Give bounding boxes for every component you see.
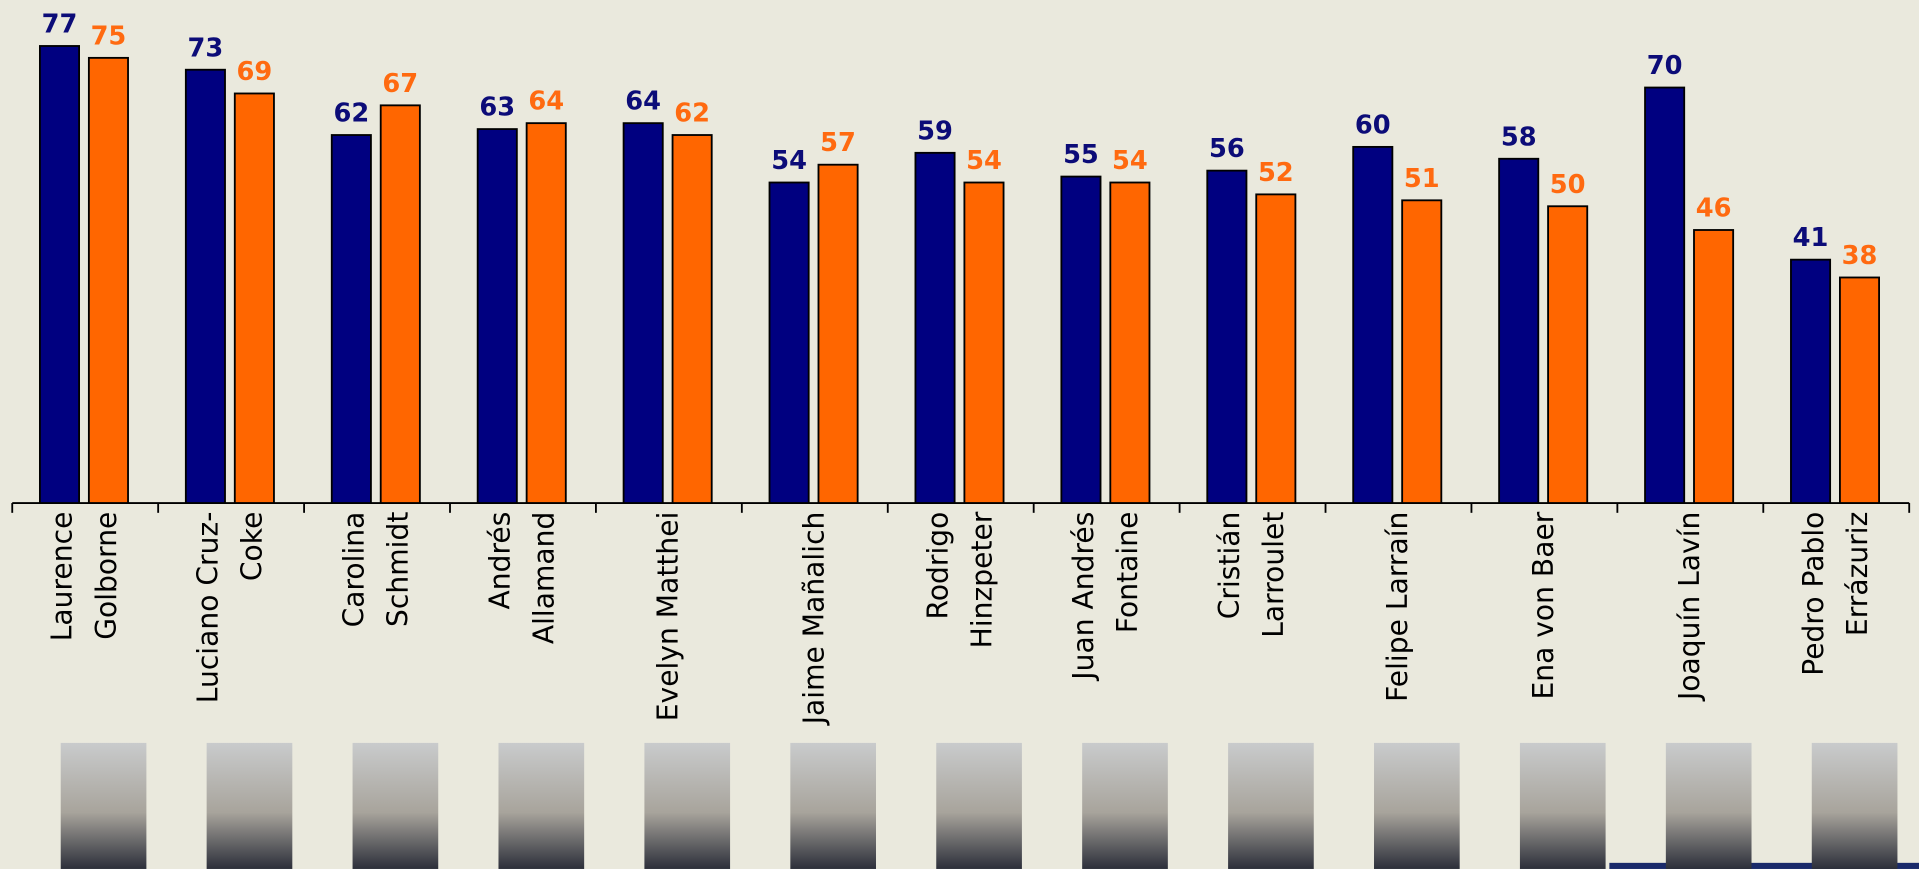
bar <box>1693 229 1735 504</box>
category-label-box: Rodrigo Hinzpeter <box>922 511 999 649</box>
value-label: 64 <box>625 87 661 117</box>
value-label: 59 <box>917 116 953 146</box>
bar <box>233 92 275 504</box>
category-label-box: Cristián Larroulet <box>1214 511 1291 638</box>
value-label: 54 <box>966 146 1002 176</box>
bar <box>671 134 713 504</box>
value-label: 77 <box>42 10 78 40</box>
bar <box>1644 86 1686 504</box>
bar <box>1255 193 1297 504</box>
bar <box>914 151 956 504</box>
value-label: 46 <box>1696 194 1732 224</box>
value-label: 55 <box>1063 140 1099 170</box>
bar <box>525 122 567 504</box>
category-label: Carolina Schmidt <box>339 511 415 628</box>
value-label: 56 <box>1209 134 1245 164</box>
category-label: Rodrigo Hinzpeter <box>922 511 999 649</box>
photo <box>498 742 585 869</box>
category-label: Laurence Golborne <box>47 511 124 642</box>
bar <box>1109 181 1151 504</box>
photo <box>206 742 293 869</box>
bar <box>476 128 518 504</box>
category-label-box: Ena von Baer <box>1528 511 1561 700</box>
bar <box>1060 175 1102 504</box>
value-label: 62 <box>674 99 710 129</box>
value-label: 52 <box>1258 158 1294 188</box>
footer-strip <box>1609 862 1919 869</box>
value-label: 73 <box>188 33 224 63</box>
value-label: 60 <box>1355 110 1391 140</box>
photo <box>1811 742 1898 869</box>
category-label-box: Carolina Schmidt <box>339 511 415 628</box>
value-label: 54 <box>1112 146 1148 176</box>
value-label: 51 <box>1404 164 1440 194</box>
value-label: 67 <box>382 69 418 99</box>
value-label: 38 <box>1842 241 1878 271</box>
category-label-box: Luciano Cruz-Coke <box>193 511 270 704</box>
category-label: Juan Andrés Fontaine <box>1068 511 1145 680</box>
value-label: 62 <box>333 99 369 129</box>
category-label: Evelyn Matthei <box>652 511 685 722</box>
category-label: Jaime Mañalich <box>798 511 831 725</box>
value-label: 70 <box>1647 51 1683 81</box>
value-label: 63 <box>479 93 515 123</box>
photo <box>644 742 731 869</box>
photo <box>60 742 147 869</box>
bar <box>379 104 421 504</box>
category-label-box: Pedro Pablo Errázuriz <box>1798 511 1875 676</box>
value-label: 50 <box>1550 170 1586 200</box>
bar <box>1839 276 1881 504</box>
bar <box>963 181 1005 504</box>
photo <box>790 742 876 869</box>
photo <box>352 742 439 869</box>
value-label: 57 <box>820 128 856 158</box>
photo <box>1665 742 1752 869</box>
value-label: 41 <box>1793 223 1829 253</box>
bar <box>1790 258 1832 504</box>
value-label: 75 <box>91 21 127 51</box>
bar <box>768 181 810 504</box>
value-label: 58 <box>1501 122 1537 152</box>
category-label: Luciano Cruz-Coke <box>193 511 270 704</box>
category-label-box: Juan Andrés Fontaine <box>1068 511 1145 680</box>
photo <box>1228 742 1314 869</box>
category-label: Andrés Allamand <box>485 511 561 645</box>
bar <box>87 56 129 504</box>
category-label-box: Evelyn Matthei <box>652 511 685 722</box>
category-label-box: Joaquín Lavín <box>1674 511 1707 700</box>
bar <box>38 45 80 504</box>
category-label-box: Andrés Allamand <box>485 511 561 645</box>
photo <box>1374 742 1460 869</box>
bar <box>1547 205 1589 504</box>
value-label: 69 <box>236 57 272 87</box>
category-label-box: Felipe Larraín <box>1382 511 1415 702</box>
bar <box>1401 199 1443 504</box>
value-label: 54 <box>771 146 807 176</box>
bar <box>184 68 226 504</box>
category-label-box: Laurence Golborne <box>47 511 124 642</box>
photo <box>936 742 1022 869</box>
category-label-box: Jaime Mañalich <box>798 511 831 725</box>
bar <box>1498 157 1540 504</box>
category-label: Pedro Pablo Errázuriz <box>1798 511 1875 676</box>
bar <box>622 122 664 504</box>
photo <box>1519 742 1606 869</box>
photo <box>1082 742 1168 869</box>
category-label: Cristián Larroulet <box>1214 511 1291 638</box>
value-label: 64 <box>528 87 564 117</box>
bar <box>817 163 859 504</box>
category-label: Felipe Larraín <box>1382 511 1415 702</box>
bar <box>330 134 372 504</box>
bar <box>1352 145 1394 504</box>
category-label: Joaquín Lavín <box>1674 511 1707 700</box>
bar <box>1206 169 1248 504</box>
category-label: Ena von Baer <box>1528 511 1561 700</box>
